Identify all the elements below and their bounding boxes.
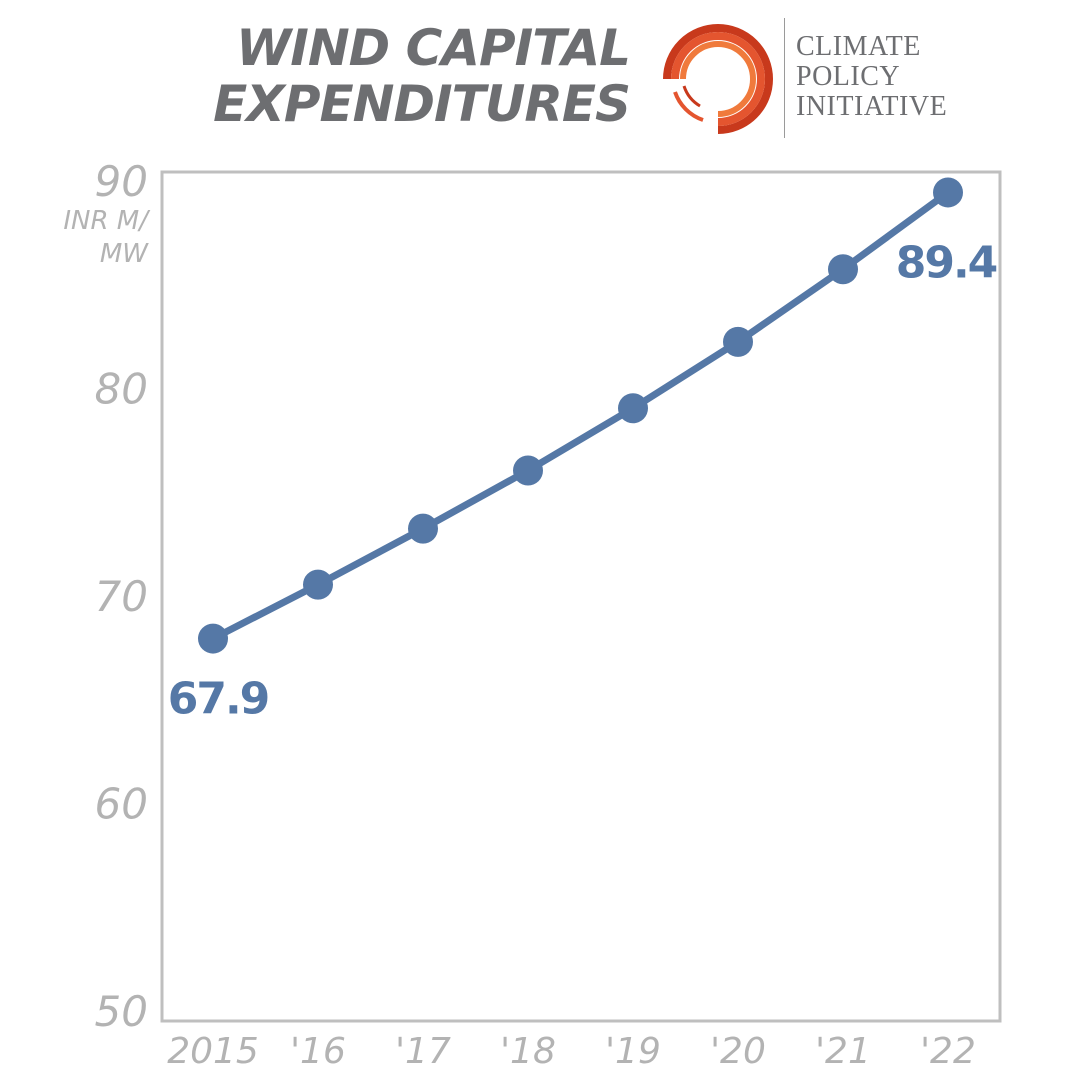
series-points [198, 177, 963, 654]
x-tick-label: '22 [920, 1031, 976, 1072]
x-tick-label: '17 [395, 1031, 451, 1072]
y-axis-ticks: 50 60 70 80 90 [95, 157, 148, 1036]
logo-line-3: INITIATIVE [796, 91, 948, 122]
x-tick-label: '16 [290, 1031, 346, 1072]
data-point [723, 326, 753, 357]
x-tick-label: '20 [710, 1031, 766, 1072]
data-point [513, 455, 543, 486]
logo-wordmark: CLIMATE POLICY INITIATIVE [796, 32, 947, 122]
climate-policy-initiative-logo [663, 24, 773, 134]
series-line [211, 189, 951, 642]
x-axis-ticks: 2015 '16 '17 '18 '19 '20 '21 '22 [167, 1031, 976, 1072]
plot-frame [160, 170, 1002, 1023]
data-point [828, 254, 858, 285]
chart-title-line-2: EXPENDITURES [213, 75, 631, 133]
y-tick-label: 90 [95, 157, 148, 206]
logo-line-2: POLICY [796, 61, 901, 92]
data-point [618, 393, 648, 424]
data-point [303, 569, 333, 600]
y-tick-label: 60 [95, 780, 148, 829]
y-tick-label: 50 [95, 987, 148, 1036]
y-tick-label: 80 [95, 365, 148, 414]
data-label: 89.4 [896, 237, 997, 288]
x-tick-label: '18 [500, 1031, 556, 1072]
y-tick-label: 70 [95, 572, 148, 621]
data-labels: 67.9 89.4 [168, 237, 999, 725]
logo-divider [784, 18, 785, 138]
x-tick-label: '21 [815, 1031, 871, 1072]
x-tick-label: '19 [605, 1031, 661, 1072]
data-point [933, 177, 963, 208]
chart-title: WIND CAPITAL EXPENDITURES [200, 19, 631, 133]
logo-mark-icon [663, 24, 773, 134]
x-tick-label: 2015 [167, 1031, 259, 1072]
data-point [198, 623, 228, 654]
logo-line-1: CLIMATE [796, 31, 921, 62]
data-label: 67.9 [168, 674, 269, 725]
chart-title-line-1: WIND CAPITAL [236, 19, 631, 77]
data-point [408, 513, 438, 544]
y-axis-unit-line-1: INR M/ [63, 206, 151, 236]
y-axis-unit-line-2: MW [100, 239, 149, 269]
